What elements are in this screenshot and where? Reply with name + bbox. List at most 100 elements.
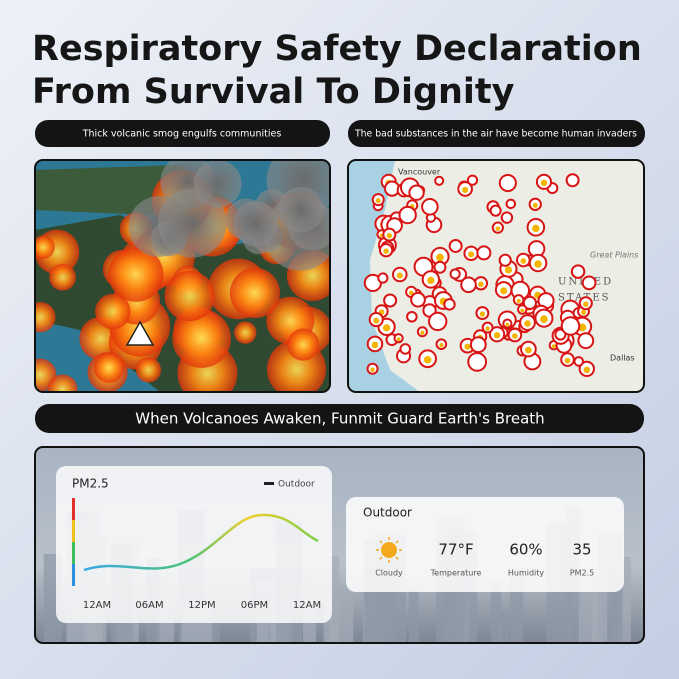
smoke — [233, 201, 279, 247]
weather-label: Temperature — [430, 569, 482, 578]
fire-marker-core — [375, 198, 381, 204]
fire-marker — [448, 238, 463, 253]
warning-sign — [125, 320, 155, 346]
fire-marker — [398, 205, 417, 225]
fire — [234, 321, 257, 344]
fire-marker-core — [396, 272, 403, 279]
caption: The bad substances in the air have becom… — [354, 129, 637, 140]
x-tick-label: 12AM — [83, 600, 111, 611]
fire-marker-core — [583, 366, 591, 374]
fire-marker — [522, 295, 538, 311]
banner — [35, 404, 644, 433]
fire — [164, 270, 215, 322]
fire — [172, 309, 231, 368]
smoke — [193, 160, 242, 208]
weather-card — [346, 497, 624, 592]
fire — [95, 293, 131, 330]
fire-marker-core — [534, 260, 542, 268]
sun — [381, 542, 397, 558]
weather-label: Cloudy — [375, 569, 403, 578]
fire-marker — [434, 175, 445, 186]
x-tick-label: 12AM — [293, 600, 321, 611]
weather-value: 60% — [509, 541, 542, 559]
fire-marker — [577, 332, 595, 350]
weather-label: Humidity — [508, 569, 545, 578]
fire-marker-core — [396, 337, 401, 342]
weather-value: 77°F — [438, 541, 473, 559]
fire-marker — [449, 268, 461, 280]
weather-label: PM2.5 — [570, 569, 594, 578]
fire-marker-core — [478, 281, 484, 288]
scale-bar — [72, 542, 75, 564]
x-tick-label: 06AM — [135, 600, 163, 611]
fire-marker — [433, 260, 447, 274]
ocean — [348, 160, 420, 392]
fire-marker-core — [493, 332, 501, 339]
fire-marker — [476, 245, 492, 261]
fire-marker-core — [551, 344, 556, 349]
building — [611, 575, 622, 643]
panel-frame — [34, 446, 645, 644]
fire-marker-core — [371, 341, 379, 349]
smoke — [278, 186, 324, 233]
fire-marker — [399, 343, 412, 355]
building — [490, 580, 502, 643]
scale-bar — [72, 498, 75, 520]
fire-marker-core — [468, 251, 475, 258]
panel-frame — [347, 159, 645, 393]
fire-marker — [505, 198, 517, 210]
scale-bar — [72, 520, 75, 542]
fire-marker-core — [370, 367, 375, 372]
fire-marker-core — [479, 311, 486, 317]
weather-title: Outdoor — [363, 506, 412, 520]
fire-marker-core — [495, 226, 501, 231]
caption-pill — [35, 120, 330, 147]
map-label: Dallas — [610, 354, 635, 363]
fire-marker — [466, 174, 479, 186]
fire-marker — [489, 204, 502, 217]
pm-title: PM2.5 — [72, 477, 109, 491]
fire — [35, 235, 55, 259]
fire-marker-core — [512, 333, 518, 339]
fire — [47, 374, 78, 392]
fire — [35, 358, 57, 392]
fire-marker-core — [581, 309, 586, 315]
fire-marker-core — [420, 330, 425, 335]
banner-text: When Volcanoes Awaken, Funmit Guard Eart… — [135, 410, 544, 428]
fire-marker-core — [427, 276, 435, 285]
title-line: Respiratory Safety Declaration — [32, 29, 642, 69]
fire-marker — [467, 351, 488, 372]
fire-marker — [469, 336, 487, 354]
fire — [49, 263, 76, 291]
fire-marker-core — [439, 342, 444, 348]
fire-marker-core — [382, 324, 391, 332]
fire — [287, 328, 320, 361]
fire — [108, 246, 164, 302]
fire-image — [35, 160, 330, 392]
fire-marker — [410, 291, 426, 308]
sun-ray — [395, 556, 399, 560]
fire-marker-core — [436, 253, 444, 262]
fire-marker — [498, 173, 517, 193]
map-label: Great Plains — [590, 251, 638, 260]
pm-card — [56, 466, 332, 623]
fire-marker-core — [485, 326, 490, 331]
caption-pill — [348, 120, 645, 147]
fire-marker-core — [383, 248, 389, 254]
fire-marker — [406, 310, 418, 323]
sun-icon — [376, 537, 402, 563]
fire-marker-core — [386, 232, 393, 239]
fire-marker-core — [464, 343, 471, 350]
scale-bar — [72, 564, 75, 586]
fire-marker — [408, 184, 425, 201]
fire-marker — [500, 211, 514, 224]
pm-curve — [83, 513, 319, 572]
fire-marker — [581, 275, 597, 291]
fire-marker — [383, 293, 398, 308]
fire-marker — [570, 264, 586, 279]
fire-marker-core — [504, 266, 513, 274]
fire-marker-core — [540, 179, 548, 187]
legend-swatch — [264, 482, 274, 485]
